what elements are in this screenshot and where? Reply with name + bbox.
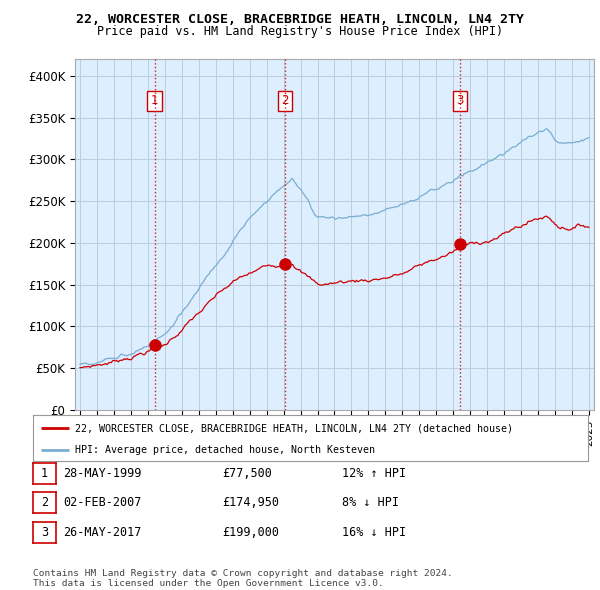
Text: 22, WORCESTER CLOSE, BRACEBRIDGE HEATH, LINCOLN, LN4 2TY: 22, WORCESTER CLOSE, BRACEBRIDGE HEATH, … bbox=[76, 13, 524, 26]
Text: £77,500: £77,500 bbox=[222, 467, 272, 480]
Text: 1: 1 bbox=[151, 94, 158, 107]
Text: 02-FEB-2007: 02-FEB-2007 bbox=[63, 496, 142, 509]
Text: 16% ↓ HPI: 16% ↓ HPI bbox=[342, 526, 406, 539]
Text: Contains HM Land Registry data © Crown copyright and database right 2024.
This d: Contains HM Land Registry data © Crown c… bbox=[33, 569, 453, 588]
Text: 22, WORCESTER CLOSE, BRACEBRIDGE HEATH, LINCOLN, LN4 2TY (detached house): 22, WORCESTER CLOSE, BRACEBRIDGE HEATH, … bbox=[74, 423, 512, 433]
Text: 1: 1 bbox=[41, 467, 48, 480]
Text: 12% ↑ HPI: 12% ↑ HPI bbox=[342, 467, 406, 480]
Text: 28-MAY-1999: 28-MAY-1999 bbox=[63, 467, 142, 480]
Text: 3: 3 bbox=[41, 526, 48, 539]
Text: £174,950: £174,950 bbox=[222, 496, 279, 509]
Text: 2: 2 bbox=[41, 496, 48, 509]
Text: 2: 2 bbox=[281, 94, 289, 107]
Text: HPI: Average price, detached house, North Kesteven: HPI: Average price, detached house, Nort… bbox=[74, 445, 374, 455]
Text: 8% ↓ HPI: 8% ↓ HPI bbox=[342, 496, 399, 509]
Text: 3: 3 bbox=[457, 94, 464, 107]
Text: Price paid vs. HM Land Registry's House Price Index (HPI): Price paid vs. HM Land Registry's House … bbox=[97, 25, 503, 38]
Text: £199,000: £199,000 bbox=[222, 526, 279, 539]
Text: 26-MAY-2017: 26-MAY-2017 bbox=[63, 526, 142, 539]
